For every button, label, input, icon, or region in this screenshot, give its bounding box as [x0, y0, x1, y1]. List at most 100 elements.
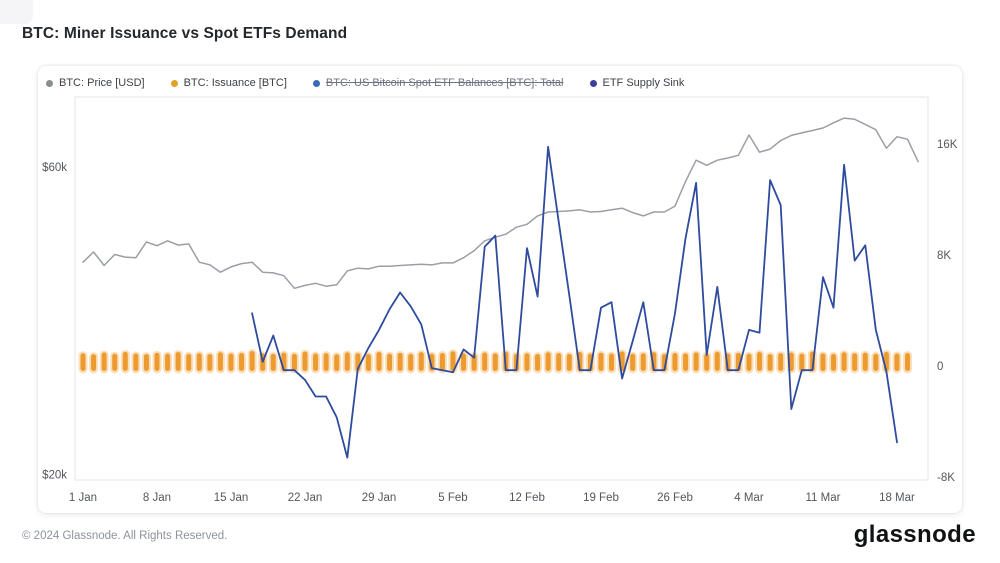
- x-axis-tick: 29 Jan: [362, 492, 397, 504]
- right-axis-tick: 0: [937, 361, 943, 373]
- issuance-bar: [143, 354, 149, 371]
- issuance-bar: [450, 351, 456, 371]
- issuance-bar: [323, 353, 329, 371]
- issuance-bar: [799, 353, 805, 371]
- etf-supply-sink-line: [251, 145, 898, 459]
- issuance-bar: [196, 353, 202, 371]
- issuance-bar: [767, 354, 773, 371]
- x-axis-tick: 5 Feb: [438, 492, 467, 504]
- issuance-bar: [133, 353, 139, 371]
- issuance-bar: [112, 353, 118, 371]
- issuance-bar: [630, 353, 636, 371]
- issuance-bar: [270, 353, 276, 371]
- x-axis-tick: 12 Feb: [509, 492, 545, 504]
- issuance-bar: [376, 351, 382, 371]
- x-axis-tick: 4 Mar: [734, 492, 764, 504]
- issuance-bar: [387, 353, 393, 371]
- price-line: [82, 117, 919, 290]
- issuance-bar: [714, 351, 720, 371]
- legend-item-btc-price[interactable]: BTC: Price [USD]: [46, 77, 145, 89]
- etf-balances-series-dot-icon: [312, 79, 320, 87]
- plot-border: [74, 96, 929, 481]
- issuance-bar: [524, 353, 530, 371]
- page-title: BTC: Miner Issuance vs Spot ETFs Demand: [22, 25, 348, 42]
- issuance-bar: [154, 352, 160, 371]
- issuance-bar: [566, 353, 572, 371]
- issuance-bar: [80, 353, 86, 371]
- issuance-series-dot-icon: [170, 79, 178, 87]
- legend-label: ETF Supply Sink: [602, 77, 685, 89]
- x-axis-tick: 11 Mar: [805, 492, 840, 504]
- issuance-bar: [418, 352, 424, 371]
- x-axis-tick: 1 Jan: [69, 492, 97, 504]
- issuance-bar: [894, 353, 900, 371]
- legend-item-btc-issuance[interactable]: BTC: Issuance [BTC]: [170, 77, 287, 89]
- issuance-bar: [228, 353, 234, 371]
- issuance-bar: [609, 353, 615, 371]
- issuance-bar: [672, 352, 678, 371]
- x-axis-tick: 22 Jan: [288, 492, 323, 504]
- issuance-bar: [535, 354, 541, 371]
- issuance-bar: [249, 351, 255, 371]
- left-axis-tick: $20k: [42, 469, 67, 481]
- x-axis-tick: 19 Feb: [583, 492, 619, 504]
- issuance-bar: [757, 351, 763, 371]
- right-axis-tick: 16K: [937, 139, 958, 151]
- issuance-bar: [175, 351, 181, 371]
- etf-supply-sink-series-dot-icon: [589, 79, 597, 87]
- issuance-bar: [683, 353, 689, 371]
- issuance-bar: [291, 353, 297, 371]
- issuance-bar: [831, 353, 837, 371]
- legend-label: BTC: Issuance [BTC]: [183, 77, 287, 89]
- issuance-bar: [344, 352, 350, 371]
- issuance-bar: [313, 353, 319, 371]
- issuance-bar: [788, 352, 794, 371]
- left-axis-tick: $60k: [42, 162, 67, 174]
- issuance-bar: [471, 354, 477, 371]
- right-axis-tick: 8K: [937, 250, 951, 262]
- legend-label: BTC: Price [USD]: [59, 77, 145, 89]
- legend-label: BTC: US Bitcoin Spot ETF Balances [BTC]:…: [325, 77, 564, 89]
- issuance-bar: [598, 352, 604, 371]
- issuance-bar: [862, 352, 868, 371]
- issuance-bar: [461, 353, 467, 371]
- issuance-bar: [186, 353, 192, 371]
- issuance-bar: [905, 352, 911, 371]
- issuance-bar: [91, 354, 97, 371]
- x-axis-tick: 18 Mar: [879, 492, 915, 504]
- issuance-bar: [482, 352, 488, 371]
- issuance-bar: [640, 353, 646, 371]
- issuance-bar: [207, 354, 213, 371]
- issuance-bar: [873, 353, 879, 371]
- legend-item-etf-supply-sink[interactable]: ETF Supply Sink: [589, 77, 685, 89]
- issuance-bar: [704, 353, 710, 371]
- issuance-bar: [693, 352, 699, 371]
- legend-item-etf-balances-disabled[interactable]: BTC: US Bitcoin Spot ETF Balances [BTC]:…: [312, 77, 564, 89]
- issuance-bar: [820, 353, 826, 371]
- price-series-dot-icon: [46, 79, 53, 87]
- right-axis-tick: -8K: [937, 472, 955, 484]
- issuance-bar: [408, 353, 414, 371]
- corner-ui-artifact: [0, 0, 33, 24]
- issuance-bar: [165, 353, 171, 371]
- issuance-bar: [239, 352, 245, 371]
- x-axis-tick: 26 Feb: [657, 492, 693, 504]
- issuance-bar: [841, 352, 847, 371]
- issuance-bar: [439, 352, 445, 371]
- issuance-bar: [334, 354, 340, 371]
- issuance-bar: [397, 352, 403, 371]
- issuance-bar: [852, 353, 858, 371]
- issuance-bar: [365, 354, 371, 371]
- chart-legend: BTC: Price [USD] BTC: Issuance [BTC] BTC…: [46, 77, 684, 89]
- issuance-bar: [492, 353, 498, 371]
- x-axis-tick: 15 Jan: [214, 492, 249, 504]
- x-axis-tick: 8 Jan: [143, 492, 171, 504]
- issuance-bar: [217, 352, 223, 371]
- issuance-bar: [302, 351, 308, 371]
- copyright-text: © 2024 Glassnode. All Rights Reserved.: [22, 530, 228, 542]
- glassnode-logo: glassnode: [853, 521, 976, 548]
- issuance-bar: [778, 353, 784, 371]
- issuance-bar: [101, 352, 107, 371]
